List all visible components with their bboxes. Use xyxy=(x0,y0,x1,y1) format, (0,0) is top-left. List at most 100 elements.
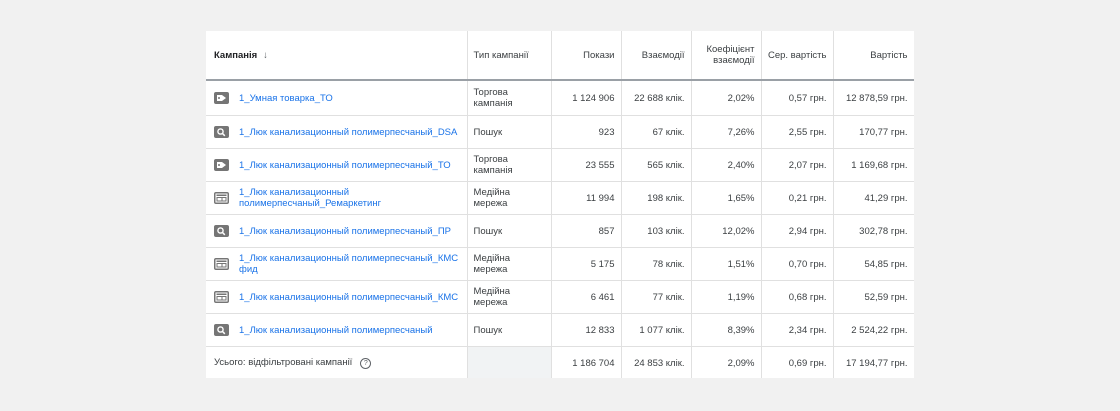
cost-cell: 52,59 грн. xyxy=(833,280,914,314)
search-icon xyxy=(214,225,229,237)
campaign-cell: 1_Умная товарка_ТО xyxy=(206,80,468,116)
campaign-type-cell: Медійна мережа xyxy=(467,247,552,281)
interaction-rate-cell: 2,02% xyxy=(691,80,762,116)
campaign-cell: 1_Люк канализационный полимерпесчаный_Ре… xyxy=(206,181,468,215)
search-icon xyxy=(214,126,229,138)
interaction-rate-cell: 1,19% xyxy=(691,280,762,314)
interaction-rate-cell: 7,26% xyxy=(691,115,762,149)
campaign-name-link[interactable]: 1_Люк канализационный полимерпесчаный_Ре… xyxy=(239,187,382,209)
column-header-cost[interactable]: Вартість xyxy=(833,31,914,81)
table-row[interactable]: 1_Люк канализационный полимерпесчаный_ТО… xyxy=(206,148,914,182)
impressions-cell: 6 461 xyxy=(551,280,622,314)
total-type-cell xyxy=(467,346,552,378)
campaign-name-link[interactable]: 1_Люк канализационный полимерпесчаный_ТО xyxy=(239,159,451,171)
avg-cost-cell: 0,68 грн. xyxy=(761,280,834,314)
campaign-type-cell: Медійна мережа xyxy=(467,280,552,314)
avg-cost-cell: 2,07 грн. xyxy=(761,148,834,182)
avg-cost-cell: 0,21 грн. xyxy=(761,181,834,215)
interaction-rate-cell: 12,02% xyxy=(691,214,762,248)
cost-cell: 1 169,68 грн. xyxy=(833,148,914,182)
avg-cost-cell: 0,70 грн. xyxy=(761,247,834,281)
total-cost-cell: 17 194,77 грн. xyxy=(833,346,914,378)
campaign-cell: 1_Люк канализационный полимерпесчаный_ПР xyxy=(206,214,468,248)
total-label: Усього: відфільтровані кампанії xyxy=(214,357,353,368)
impressions-cell: 5 175 xyxy=(551,247,622,281)
impressions-cell: 11 994 xyxy=(551,181,622,215)
cost-cell: 170,77 грн. xyxy=(833,115,914,149)
campaign-type-cell: Пошук xyxy=(467,115,552,149)
impressions-cell: 12 833 xyxy=(551,313,622,347)
cost-cell: 41,29 грн. xyxy=(833,181,914,215)
interaction-rate-cell: 1,51% xyxy=(691,247,762,281)
campaign-type-cell: Торгова кампанія xyxy=(467,148,552,182)
table-row[interactable]: 1_Умная товарка_ТО Торгова кампанія 1 124 … xyxy=(206,80,914,116)
campaign-type-cell: Медійна мережа xyxy=(467,181,552,215)
interactions-cell: 67 клік. xyxy=(621,115,692,149)
total-row: Усього: відфільтровані кампанії? 1 186 70… xyxy=(206,346,914,378)
cost-cell: 54,85 грн. xyxy=(833,247,914,281)
interactions-cell: 565 клік. xyxy=(621,148,692,182)
campaign-name-link[interactable]: 1_Люк канализационный полимерпесчаный_DS… xyxy=(239,126,458,138)
sort-arrow-down-icon[interactable]: ↓ xyxy=(263,49,268,61)
table-row[interactable]: 1_Люк канализационный полимерпесчаный_КМ… xyxy=(206,280,914,314)
campaign-cell: 1_Люк канализационный полимерпесчаный_DS… xyxy=(206,115,468,149)
campaign-name-link[interactable]: 1_Люк канализационный полимерпесчаный xyxy=(239,324,433,336)
interaction-rate-cell: 2,40% xyxy=(691,148,762,182)
interaction-rate-cell: 8,39% xyxy=(691,313,762,347)
display-icon xyxy=(214,192,229,204)
campaign-cell: 1_Люк канализационный полимерпесчаный xyxy=(206,313,468,347)
impressions-cell: 923 xyxy=(551,115,622,149)
campaign-name-link[interactable]: 1_Люк канализационный полимерпесчаный_КМ… xyxy=(239,291,459,303)
tag-icon xyxy=(214,92,229,104)
total-label-cell: Усього: відфільтровані кампанії? xyxy=(206,346,468,378)
cost-cell: 12 878,59 грн. xyxy=(833,80,914,116)
total-interaction-rate-cell: 2,09% xyxy=(691,346,762,378)
display-icon xyxy=(214,258,229,270)
column-header-interaction-rate[interactable]: Коефіцієнт взаємодії xyxy=(691,31,762,81)
impressions-cell: 857 xyxy=(551,214,622,248)
table-row[interactable]: 1_Люк канализационный полимерпесчаный Пош… xyxy=(206,313,914,347)
table-row[interactable]: 1_Люк канализационный полимерпесчаный_DS… xyxy=(206,115,914,149)
cost-cell: 2 524,22 грн. xyxy=(833,313,914,347)
interactions-cell: 103 клік. xyxy=(621,214,692,248)
column-header-avg-cost[interactable]: Сер. вартість xyxy=(761,31,834,81)
campaign-name-link[interactable]: 1_Умная товарка_ТО xyxy=(239,92,333,104)
avg-cost-cell: 2,55 грн. xyxy=(761,115,834,149)
column-header-campaign[interactable]: Кампанія ↓ xyxy=(206,31,468,81)
interactions-cell: 1 077 клік. xyxy=(621,313,692,347)
impressions-cell: 23 555 xyxy=(551,148,622,182)
total-interactions-cell: 24 853 клік. xyxy=(621,346,692,378)
campaign-cell: 1_Люк канализационный полимерпесчаный_КМ… xyxy=(206,280,468,314)
avg-cost-cell: 0,57 грн. xyxy=(761,80,834,116)
display-icon xyxy=(214,291,229,303)
campaigns-table-card: Кампанія ↓ Тип кампанії Покази Взаємодії … xyxy=(206,31,914,378)
campaign-type-cell: Пошук xyxy=(467,214,552,248)
cost-cell: 302,78 грн. xyxy=(833,214,914,248)
campaign-name-link[interactable]: 1_Люк канализационный полимерпесчаный_КМ… xyxy=(239,253,459,275)
campaign-cell: 1_Люк канализационный полимерпесчаный_КМ… xyxy=(206,247,468,281)
interactions-cell: 198 клік. xyxy=(621,181,692,215)
interactions-cell: 78 клік. xyxy=(621,247,692,281)
avg-cost-cell: 2,94 грн. xyxy=(761,214,834,248)
campaign-name-link[interactable]: 1_Люк канализационный полимерпесчаный_ПР xyxy=(239,225,451,237)
campaign-type-cell: Пошук xyxy=(467,313,552,347)
campaign-cell: 1_Люк канализационный полимерпесчаный_ТО xyxy=(206,148,468,182)
search-icon xyxy=(214,324,229,336)
column-header-interactions[interactable]: Взаємодії xyxy=(621,31,692,81)
table-row[interactable]: 1_Люк канализационный полимерпесчаный_Ре… xyxy=(206,181,914,215)
help-icon[interactable]: ? xyxy=(360,358,372,369)
tag-icon xyxy=(214,159,229,171)
column-header-campaign-label: Кампанія xyxy=(214,49,258,61)
table-row[interactable]: 1_Люк канализационный полимерпесчаный_КМ… xyxy=(206,247,914,281)
total-avg-cost-cell: 0,69 грн. xyxy=(761,346,834,378)
table-header-row: Кампанія ↓ Тип кампанії Покази Взаємодії … xyxy=(206,31,914,81)
total-impressions-cell: 1 186 704 xyxy=(551,346,622,378)
impressions-cell: 1 124 906 xyxy=(551,80,622,116)
interaction-rate-cell: 1,65% xyxy=(691,181,762,215)
column-header-impressions[interactable]: Покази xyxy=(551,31,622,81)
campaigns-table: Кампанія ↓ Тип кампанії Покази Взаємодії … xyxy=(206,31,914,378)
avg-cost-cell: 2,34 грн. xyxy=(761,313,834,347)
column-header-type[interactable]: Тип кампанії xyxy=(467,31,552,81)
table-row[interactable]: 1_Люк канализационный полимерпесчаный_ПР… xyxy=(206,214,914,248)
campaign-type-cell: Торгова кампанія xyxy=(467,80,552,116)
